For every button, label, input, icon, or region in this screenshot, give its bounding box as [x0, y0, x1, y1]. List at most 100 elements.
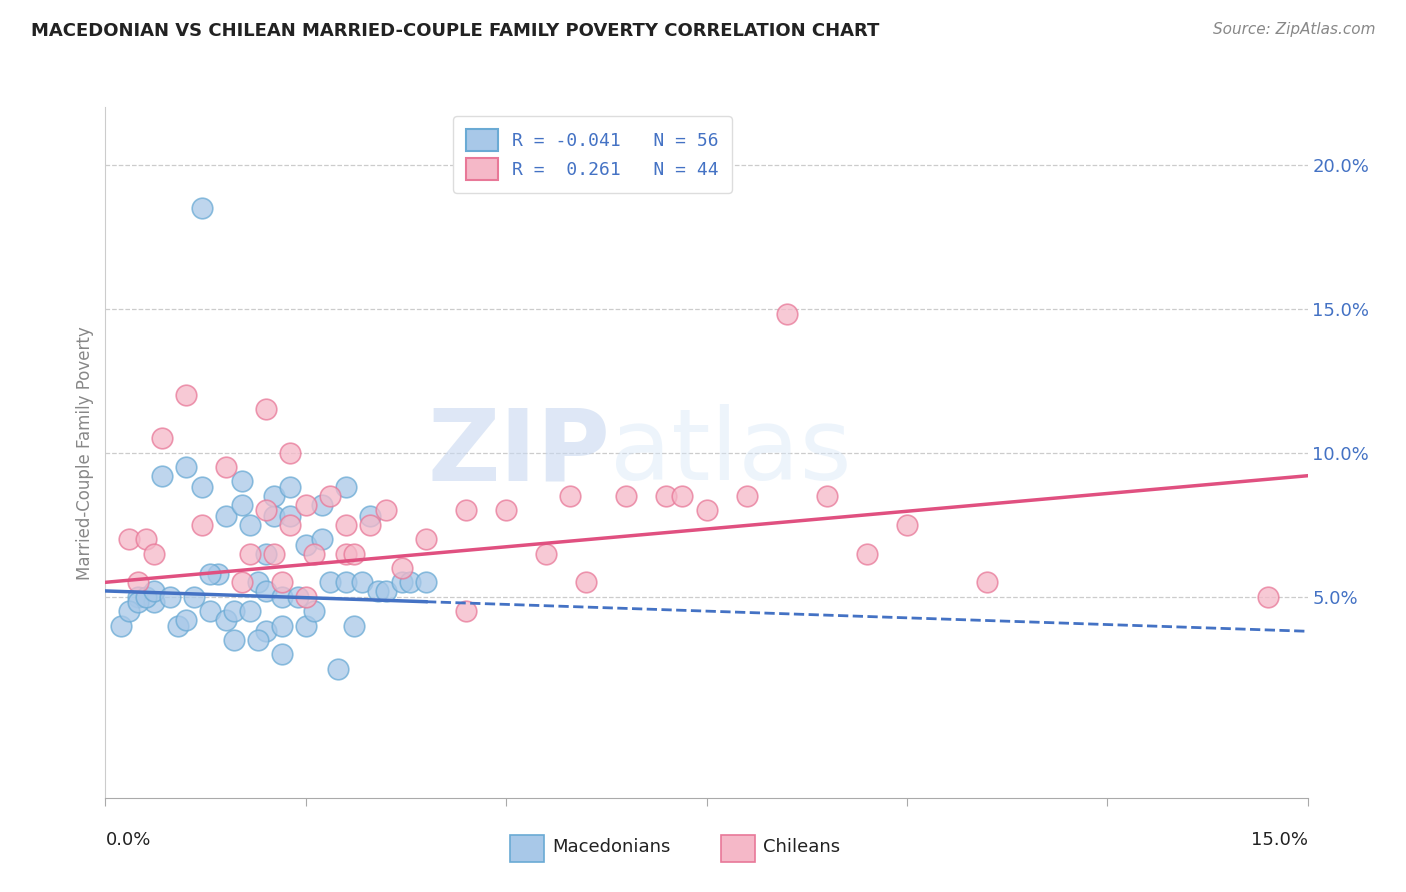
Point	[239, 604, 262, 618]
Point	[190, 201, 212, 215]
Point	[263, 489, 285, 503]
Point	[110, 618, 132, 632]
Point	[560, 489, 582, 503]
Point	[855, 547, 877, 561]
Point	[335, 575, 357, 590]
Point	[335, 547, 357, 561]
Point	[278, 480, 301, 494]
Point	[231, 475, 253, 489]
Point	[150, 468, 173, 483]
Point	[270, 575, 292, 590]
Text: MACEDONIAN VS CHILEAN MARRIED-COUPLE FAMILY POVERTY CORRELATION CHART: MACEDONIAN VS CHILEAN MARRIED-COUPLE FAM…	[31, 22, 879, 40]
Point	[246, 575, 269, 590]
Point	[374, 503, 398, 517]
Point	[174, 460, 197, 475]
Point	[350, 575, 373, 590]
Point	[246, 632, 269, 647]
Point	[343, 547, 366, 561]
Point	[391, 575, 413, 590]
Point	[815, 489, 838, 503]
Point	[456, 503, 478, 517]
Point	[263, 509, 285, 524]
Point	[295, 538, 318, 552]
Point	[118, 604, 141, 618]
Point	[302, 547, 325, 561]
Point	[214, 613, 236, 627]
Point	[976, 575, 998, 590]
Point	[174, 613, 197, 627]
Point	[776, 307, 799, 322]
Point	[214, 460, 236, 475]
Point	[207, 566, 229, 581]
Point	[696, 503, 718, 517]
Point	[415, 532, 437, 546]
Point	[896, 517, 918, 532]
Point	[270, 590, 292, 604]
Point	[534, 547, 557, 561]
Point	[135, 532, 157, 546]
Point	[127, 595, 149, 609]
Point	[278, 446, 301, 460]
Text: atlas: atlas	[610, 404, 852, 501]
Point	[495, 503, 517, 517]
Point	[295, 590, 318, 604]
Point	[399, 575, 422, 590]
Point	[319, 489, 342, 503]
Point	[231, 575, 253, 590]
Text: Macedonians: Macedonians	[553, 838, 671, 856]
Point	[391, 561, 413, 575]
Point	[287, 590, 309, 604]
Point	[190, 480, 212, 494]
Y-axis label: Married-Couple Family Poverty: Married-Couple Family Poverty	[76, 326, 94, 580]
Point	[142, 584, 165, 599]
Text: Source: ZipAtlas.com: Source: ZipAtlas.com	[1212, 22, 1375, 37]
Point	[231, 498, 253, 512]
Point	[319, 575, 342, 590]
Point	[174, 388, 197, 402]
Point	[166, 618, 188, 632]
Point	[278, 509, 301, 524]
Point	[302, 604, 325, 618]
Point	[150, 431, 173, 445]
Point	[254, 503, 277, 517]
Point	[270, 648, 292, 662]
Point	[118, 532, 141, 546]
Point	[142, 547, 165, 561]
Point	[254, 547, 277, 561]
Point	[222, 632, 245, 647]
Point	[295, 498, 318, 512]
Point	[127, 575, 149, 590]
Text: Chileans: Chileans	[763, 838, 841, 856]
Point	[142, 595, 165, 609]
Legend: R = -0.041   N = 56, R =  0.261   N = 44: R = -0.041 N = 56, R = 0.261 N = 44	[453, 116, 731, 193]
Point	[374, 584, 398, 599]
Point	[214, 509, 236, 524]
Point	[239, 517, 262, 532]
Point	[254, 584, 277, 599]
Point	[263, 547, 285, 561]
Point	[278, 517, 301, 532]
Point	[456, 604, 478, 618]
Point	[254, 624, 277, 639]
Point	[311, 498, 333, 512]
Point	[326, 662, 349, 676]
Point	[671, 489, 693, 503]
Point	[135, 590, 157, 604]
Point	[359, 509, 381, 524]
Point	[735, 489, 758, 503]
Point	[127, 590, 149, 604]
Point	[159, 590, 181, 604]
Point	[198, 566, 221, 581]
Text: 0.0%: 0.0%	[105, 831, 150, 849]
Point	[254, 402, 277, 417]
Point	[415, 575, 437, 590]
Point	[183, 590, 205, 604]
Point	[335, 517, 357, 532]
Point	[1257, 590, 1279, 604]
Point	[311, 532, 333, 546]
Point	[343, 618, 366, 632]
Point	[222, 604, 245, 618]
Point	[616, 489, 638, 503]
Point	[367, 584, 389, 599]
Point	[198, 604, 221, 618]
